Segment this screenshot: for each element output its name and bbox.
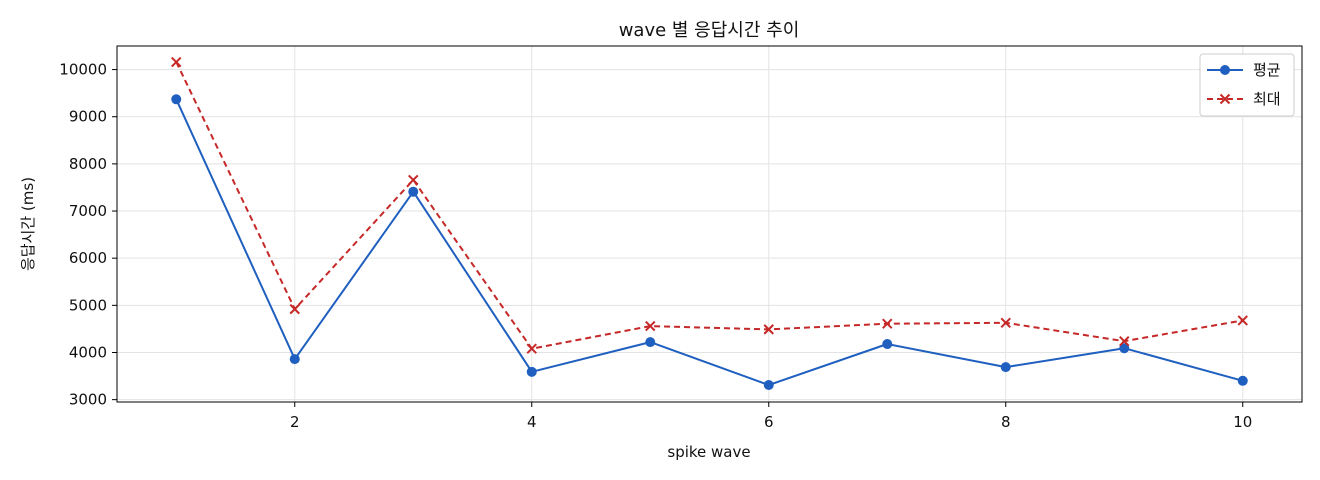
data-point — [289, 354, 300, 365]
legend-label-max: 최대 — [1253, 90, 1281, 108]
data-point — [408, 174, 419, 186]
legend-label-avg: 평균 — [1253, 61, 1281, 79]
x-tick-label: 8 — [1001, 413, 1011, 431]
data-point — [763, 380, 774, 391]
data-point — [882, 318, 893, 329]
data-point — [1000, 362, 1011, 373]
x-axis-ticks: 2 4 6 8 10 — [290, 402, 1252, 431]
data-point — [526, 366, 537, 377]
data-point — [1237, 375, 1248, 386]
y-tick-label: 5000 — [69, 296, 107, 314]
data-series — [171, 56, 1248, 391]
data-point — [171, 94, 182, 105]
x-tick-label: 10 — [1233, 413, 1252, 431]
data-point — [289, 303, 300, 315]
y-tick-label: 9000 — [69, 108, 107, 126]
data-point — [882, 339, 893, 350]
data-point — [1119, 335, 1130, 347]
x-tick-label: 4 — [527, 413, 537, 431]
series-line — [175, 61, 1243, 350]
data-point — [763, 324, 774, 335]
legend-marker-avg — [1220, 65, 1230, 75]
legend-marker-max — [1219, 93, 1231, 105]
x-tick-label: 2 — [290, 413, 300, 431]
plot-frame — [116, 45, 1303, 403]
data-point — [645, 337, 656, 348]
data-point — [171, 56, 182, 68]
data-point — [645, 320, 656, 332]
y-tick-label: 3000 — [69, 391, 107, 409]
series-avg — [171, 94, 1248, 391]
x-axis-label: spike wave — [667, 443, 750, 461]
chart-title: wave 별 응답시간 추이 — [619, 20, 800, 41]
data-point — [408, 186, 419, 197]
y-tick-label: 7000 — [69, 202, 107, 220]
y-tick-label: 10000 — [59, 61, 107, 79]
y-tick-label: 8000 — [69, 155, 107, 173]
series-line — [175, 98, 1244, 386]
series-max — [171, 56, 1248, 354]
y-tick-label: 4000 — [69, 343, 107, 361]
y-tick-label: 6000 — [69, 249, 107, 267]
y-axis-label: 응답시간 (ms) — [19, 177, 37, 271]
y-axis-ticks: 3000 4000 5000 6000 7000 8000 9000 10000 — [59, 61, 117, 409]
grid-lines — [117, 46, 1302, 402]
x-tick-label: 6 — [764, 413, 774, 431]
legend: 평균 최대 — [1199, 53, 1295, 117]
data-point — [1237, 315, 1248, 326]
data-point — [526, 343, 537, 354]
data-point — [1119, 343, 1130, 354]
data-point — [1000, 317, 1011, 328]
